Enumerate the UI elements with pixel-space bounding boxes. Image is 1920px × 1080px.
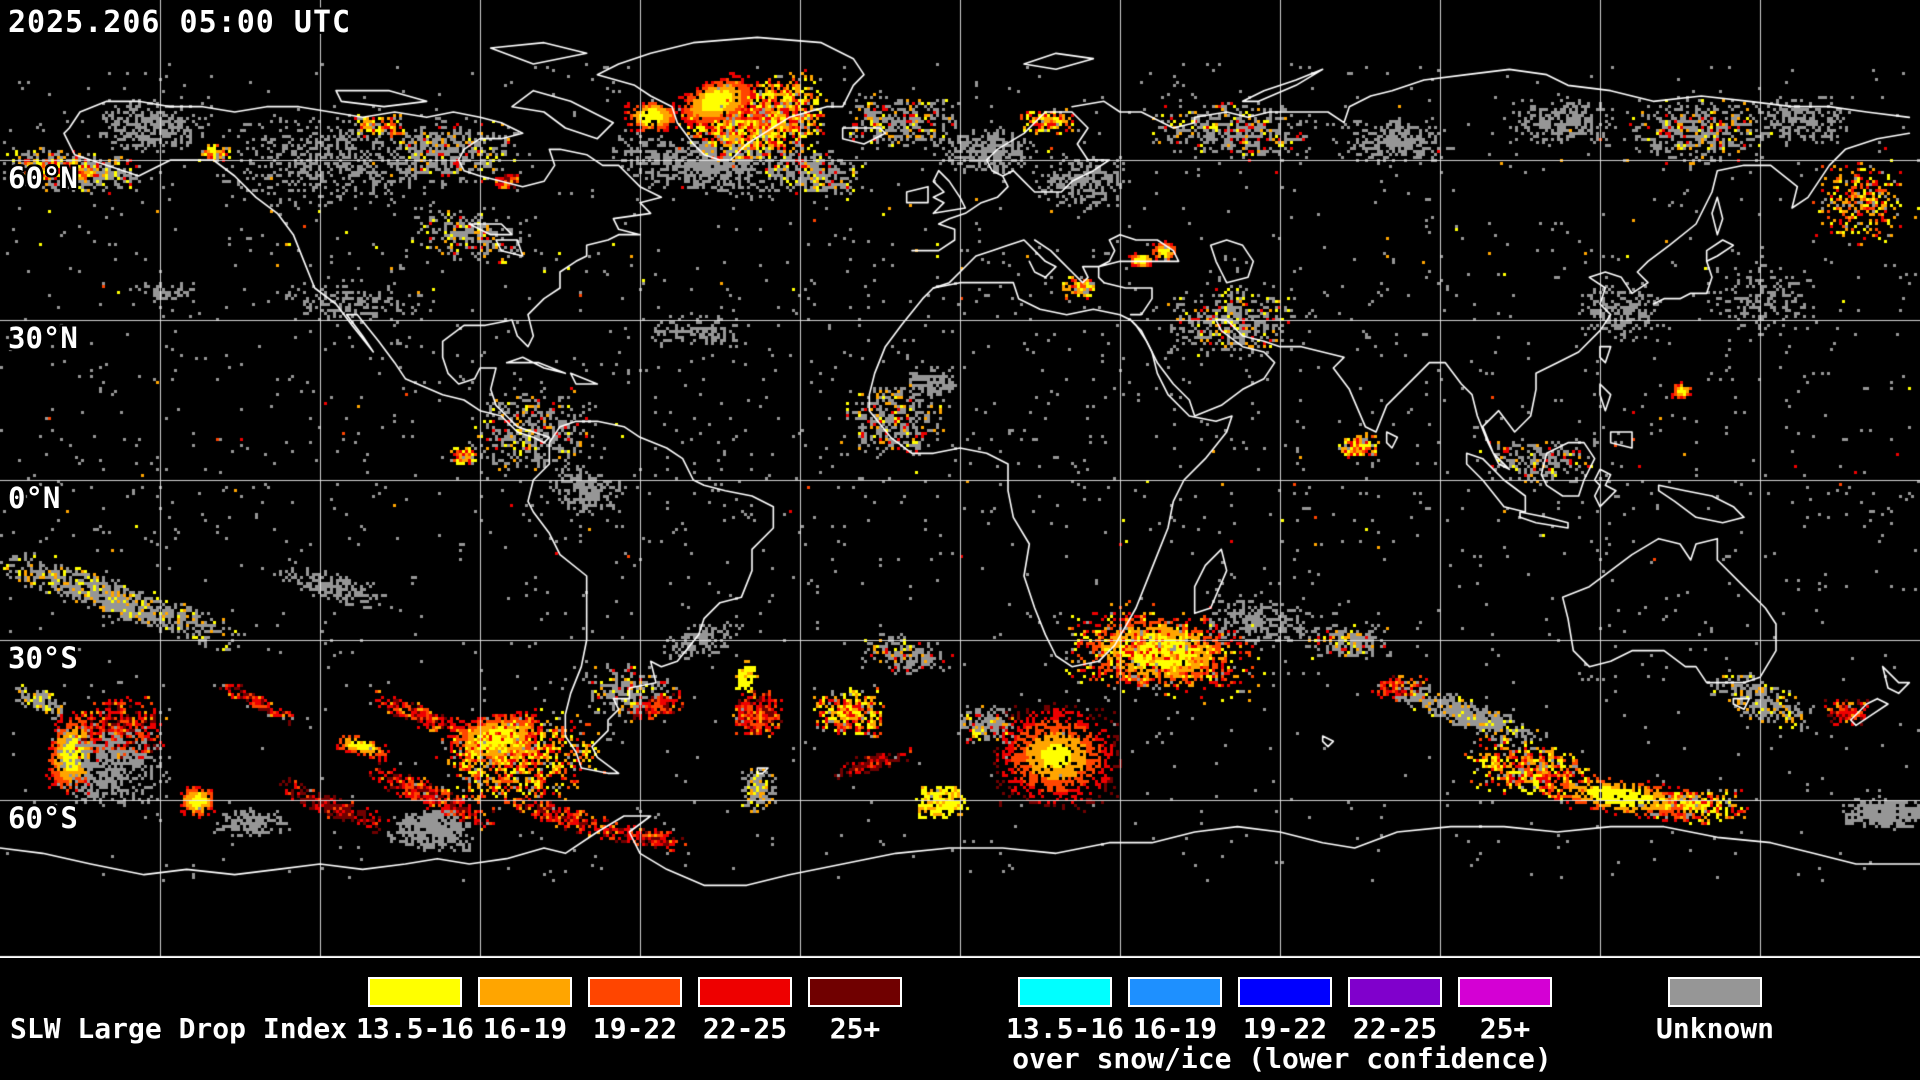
legend-swatch-snow-19-22 [1238,977,1332,1007]
legend-swatch-snow-22-25 [1348,977,1442,1007]
legend-bin-label-liquid-16-19: 16-19 [482,1012,568,1045]
legend-swatch-snow-16-19 [1128,977,1222,1007]
legend-bin-label-liquid-22-25: 22-25 [702,1012,788,1045]
legend-bin-label-snow-25+: 25+ [1479,1012,1531,1045]
legend-swatch-liquid-22-25 [698,977,792,1007]
timestamp-label: 2025.206 05:00 UTC [8,5,352,40]
latitude-label-60s: 60°S [8,801,78,835]
legend-title: SLW Large Drop Index [10,1012,348,1045]
legend-swatch-liquid-25+ [808,977,902,1007]
legend-bar: SLW Large Drop Index 13.5-16 16-19 19-22 22… [0,958,1920,1080]
world-map-canvas [0,0,1920,958]
legend-bin-label-liquid-13.5-16: 13.5-16 [355,1012,475,1045]
latitude-label-0n: 0°N [8,481,61,515]
latitude-label-30s: 30°S [8,641,78,675]
legend-bin-label-snow-16-19: 16-19 [1132,1012,1218,1045]
legend-bin-label-liquid-19-22: 19-22 [592,1012,678,1045]
legend-snow-subtitle: over snow/ice (lower confidence) [1012,1042,1552,1075]
legend-swatch-liquid-16-19 [478,977,572,1007]
legend-swatch-snow-25+ [1458,977,1552,1007]
legend-swatch-liquid-13.5-16 [368,977,462,1007]
legend-swatch-liquid-19-22 [588,977,682,1007]
latitude-label-30n: 30°N [8,321,78,355]
legend-bin-label-snow-19-22: 19-22 [1242,1012,1328,1045]
latitude-label-60n: 60°N [8,161,78,195]
legend-label-unknown: Unknown [1655,1012,1775,1045]
legend-bin-label-snow-13.5-16: 13.5-16 [1005,1012,1125,1045]
legend-bin-label-snow-22-25: 22-25 [1352,1012,1438,1045]
legend-bin-label-liquid-25+: 25+ [829,1012,881,1045]
legend-swatch-snow-13.5-16 [1018,977,1112,1007]
legend-swatch-unknown [1668,977,1762,1007]
